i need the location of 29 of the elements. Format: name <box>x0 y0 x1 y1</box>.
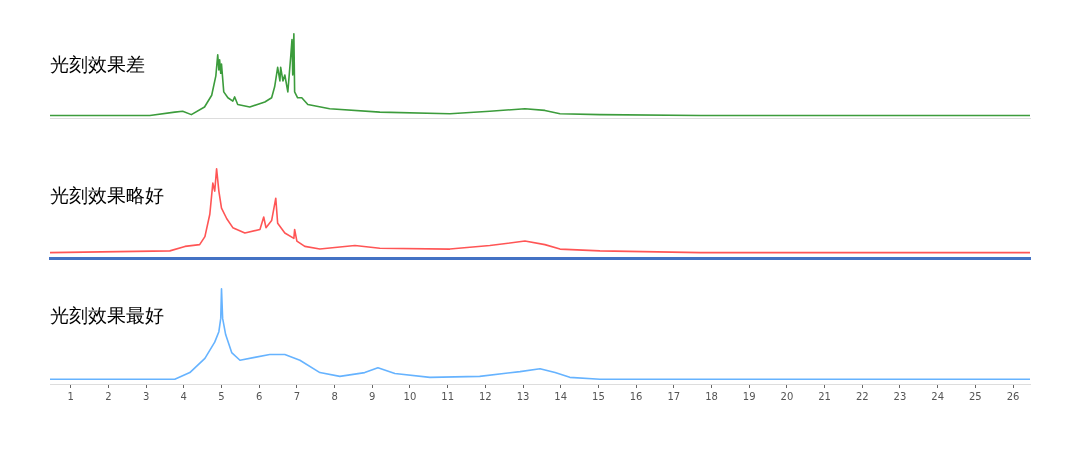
text: 光刻效果略好 <box>50 183 164 208</box>
text: 光刻效果最好 <box>50 303 164 328</box>
x-tick-label: 21 <box>818 390 831 402</box>
x-tick-label: 24 <box>931 390 945 402</box>
x-tick-label: 16 <box>629 390 643 402</box>
x-tick-label: 25 <box>968 390 982 402</box>
x-tick-label: 13 <box>516 390 530 402</box>
x-tick-label: 22 <box>855 390 869 402</box>
x-tick-label: 11 <box>441 390 455 402</box>
x-tick-label: 3 <box>142 390 150 402</box>
x-tick-label: 8 <box>331 390 338 402</box>
x-tick-label: 19 <box>742 390 756 402</box>
x-tick-label: 18 <box>705 390 718 402</box>
x-tick-label: 2 <box>105 390 112 402</box>
x-tick-label: 12 <box>478 390 492 402</box>
x-tick-label: 4 <box>180 390 187 402</box>
x-tick-label: 5 <box>218 390 225 402</box>
text: 光刻效果差 <box>50 52 145 77</box>
x-tick-label: 15 <box>592 390 605 402</box>
x-tick-label: 6 <box>256 390 263 402</box>
x-tick-label: 7 <box>293 390 301 402</box>
x-tick-label: 14 <box>554 390 568 402</box>
x-tick-label: 9 <box>369 390 376 402</box>
x-tick-label: 17 <box>667 390 681 402</box>
x-tick-label: 10 <box>403 390 417 402</box>
x-tick-label: 23 <box>893 390 907 402</box>
x-tick-label: 1 <box>67 390 74 402</box>
x-tick-label: 26 <box>1006 390 1020 402</box>
x-tick-label: 20 <box>780 390 794 402</box>
